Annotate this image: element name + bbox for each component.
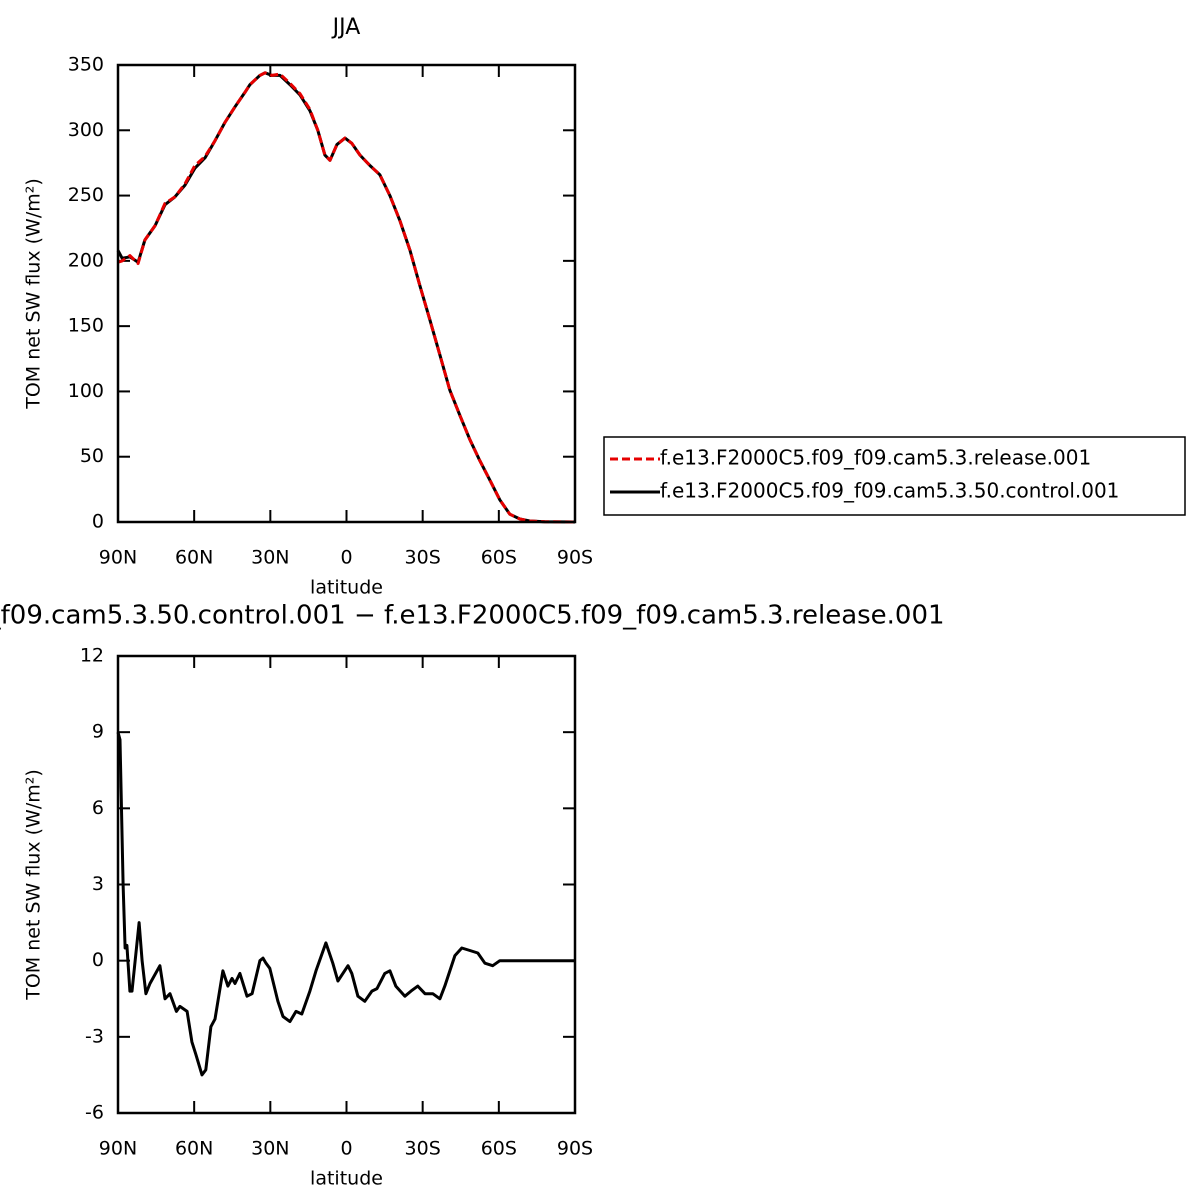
y-tick-label: 0 bbox=[92, 949, 104, 971]
y-axis-label: TOM net SW flux (W/m²) bbox=[23, 178, 45, 410]
x-tick-label: 60N bbox=[175, 547, 213, 569]
y-tick-label: 12 bbox=[80, 645, 104, 667]
x-tick-label: 30N bbox=[251, 1138, 289, 1160]
legend-box bbox=[603, 436, 1186, 516]
y-tick-label: 350 bbox=[68, 54, 104, 76]
data-line bbox=[117, 71, 576, 524]
plot-frame bbox=[116, 654, 577, 1115]
x-tick-label: 30S bbox=[405, 547, 441, 569]
x-tick-label: 60N bbox=[175, 1138, 213, 1160]
y-tick-label: 0 bbox=[92, 511, 104, 533]
y-tick-label: 100 bbox=[68, 380, 104, 402]
data-line bbox=[116, 731, 575, 1077]
data-line bbox=[116, 71, 576, 524]
x-tick-label: 0 bbox=[340, 1138, 352, 1160]
chart-title: JJA bbox=[331, 15, 361, 40]
y-tick-label: 200 bbox=[68, 249, 104, 271]
y-tick-label: 300 bbox=[68, 119, 104, 141]
x-tick-label: 0 bbox=[340, 547, 352, 569]
y-tick-label: -3 bbox=[85, 1025, 104, 1047]
y-tick-label: 6 bbox=[92, 797, 104, 819]
x-tick-label: 60S bbox=[481, 547, 517, 569]
y-tick-label: 50 bbox=[80, 445, 104, 467]
y-axis-label: TOM net SW flux (W/m²) bbox=[23, 769, 45, 1001]
y-tick-label: -6 bbox=[85, 1102, 104, 1124]
x-tick-label: 90N bbox=[99, 1138, 137, 1160]
plot-frame bbox=[116, 63, 577, 524]
x-tick-label: 90N bbox=[99, 547, 137, 569]
x-tick-label: 60S bbox=[481, 1138, 517, 1160]
legend-label: f.e13.F2000C5.f09_f09.cam5.3.release.001 bbox=[660, 446, 1091, 470]
x-tick-label: 90S bbox=[557, 1138, 593, 1160]
y-tick-label: 3 bbox=[92, 873, 104, 895]
chart-title: f.e13.F2000C5.f09_f09.cam5.3.50.control.… bbox=[0, 601, 945, 631]
x-tick-label: 30N bbox=[251, 547, 289, 569]
x-axis-label: latitude bbox=[310, 577, 383, 599]
y-tick-label: 150 bbox=[68, 315, 104, 337]
y-tick-label: 9 bbox=[92, 721, 104, 743]
x-tick-label: 90S bbox=[557, 547, 593, 569]
legend-label: f.e13.F2000C5.f09_f09.cam5.3.50.control.… bbox=[660, 479, 1119, 503]
x-axis-label: latitude bbox=[310, 1168, 383, 1190]
y-tick-label: 250 bbox=[68, 184, 104, 206]
x-tick-label: 30S bbox=[405, 1138, 441, 1160]
